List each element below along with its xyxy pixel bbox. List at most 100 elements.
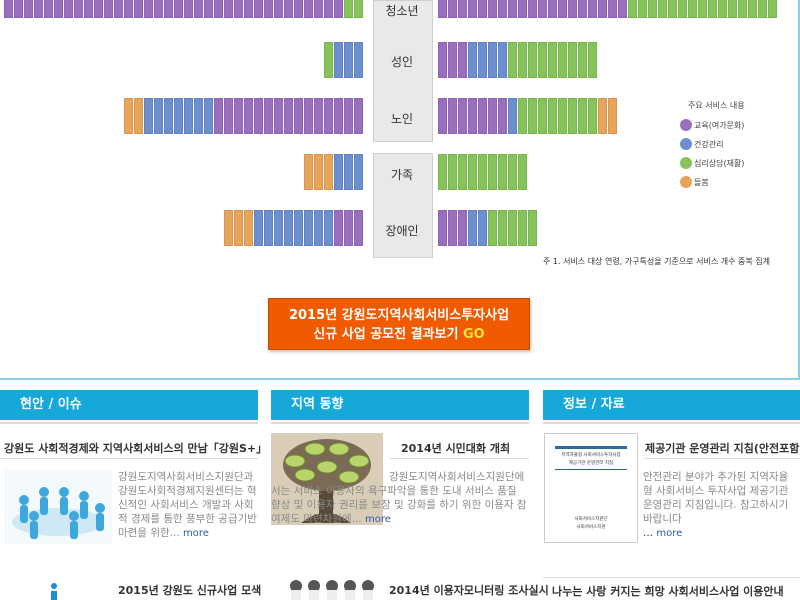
bar-segment: [458, 210, 467, 246]
bar-segment: [354, 154, 363, 190]
bar-segment: [194, 0, 203, 18]
bar-segment: [24, 0, 33, 18]
more-link[interactable]: more: [364, 514, 391, 525]
bar-left: [324, 42, 364, 78]
figures-image: [290, 580, 374, 600]
bar-segment: [314, 0, 323, 18]
bar-segment: [498, 210, 507, 246]
legend-title: 주요 서비스 내용: [688, 101, 745, 110]
bar-segment: [44, 0, 53, 18]
bar-segment: [578, 42, 587, 78]
bar-segment: [264, 98, 273, 134]
bar-segment: [508, 98, 517, 134]
bar-segment: [304, 98, 313, 134]
bar-segment: [518, 154, 527, 190]
bar-segment: [508, 0, 517, 18]
bar-segment: [254, 210, 263, 246]
bar-segment: [448, 42, 457, 78]
bar-segment: [578, 0, 587, 18]
issue-item2-title[interactable]: 2015년 강원도 신규사업 모색: [118, 584, 262, 597]
bar-segment: [598, 98, 607, 134]
bar-segment: [144, 0, 153, 18]
more-link[interactable]: more: [656, 528, 683, 539]
issue-item1-title[interactable]: 강원도 사회적경제와 지역사회서비스의 만남「강원S+」: [4, 442, 268, 455]
bar-segment: [154, 0, 163, 18]
bar-segment: [94, 0, 103, 18]
region-item2-title[interactable]: 2014년 이용자모니터링 조사실시: [389, 584, 549, 597]
bar-segment: [354, 98, 363, 134]
bar-segment: [124, 0, 133, 18]
bar-segment: [508, 210, 517, 246]
people-circle-image: [4, 470, 112, 544]
bar-segment: [244, 210, 253, 246]
bar-segment: [558, 0, 567, 18]
bar-segment: [324, 0, 333, 18]
info-item1-title[interactable]: 제공기관 운영관리 지침(안전포함): [645, 442, 800, 455]
bar-segment: [568, 98, 577, 134]
row-label-family: 가족: [390, 168, 414, 182]
more-link[interactable]: more: [183, 528, 209, 539]
bar-segment: [104, 0, 113, 18]
bar-segment: [588, 0, 597, 18]
tab-issue[interactable]: 현안 / 이슈: [0, 390, 258, 424]
bar-segment: [458, 42, 467, 78]
bar-segment: [498, 0, 507, 18]
bar-segment: [448, 210, 457, 246]
bar-segment: [324, 42, 333, 78]
label-box-group2: [373, 153, 433, 258]
bar-segment: [354, 0, 363, 18]
bar-segment: [738, 0, 747, 18]
row-label-youth: 청소년: [385, 4, 419, 18]
bar-segment: [274, 98, 283, 134]
bar-segment: [234, 98, 243, 134]
bar-segment: [274, 0, 283, 18]
bar-segment: [678, 0, 687, 18]
legend-dot-icon: [680, 138, 692, 150]
bar-segment: [214, 0, 223, 18]
bar-segment: [224, 98, 233, 134]
bar-segment: [224, 210, 233, 246]
tab-region[interactable]: 지역 동향: [271, 390, 529, 424]
bar-segment: [478, 210, 487, 246]
bar-segment: [608, 98, 617, 134]
bar-segment: [698, 0, 707, 18]
bar-segment: [518, 0, 527, 18]
guideline-doc-thumbnail: 지역자율형 사회서비스투자사업 제공기관 운영관리 지침 사회서비스지원단 사회…: [544, 433, 638, 543]
bar-segment: [334, 210, 343, 246]
tab-info[interactable]: 정보 / 자료: [543, 390, 800, 424]
bar-segment: [184, 0, 193, 18]
bar-left: [304, 154, 364, 190]
bar-segment: [174, 98, 183, 134]
bar-right: [438, 0, 778, 18]
bar-segment: [458, 0, 467, 18]
bar-segment: [748, 0, 757, 18]
doc-title-line1: 지역자율형 사회서비스투자사업: [561, 453, 621, 458]
bar-segment: [154, 98, 163, 134]
bar-segment: [768, 0, 777, 18]
bar-left: [124, 98, 364, 134]
bar-segment: [214, 98, 223, 134]
bar-segment: [588, 42, 597, 78]
contest-results-button[interactable]: 2015년 강원도지역사회서비스투자사업 신규 사업 공모전 결과보기 GO: [268, 298, 530, 350]
bar-segment: [538, 0, 547, 18]
chart-panel: 청소년 성인 노인 가족 장애인 주요 서비스 내용 교육(여가문화) 건강관리…: [0, 0, 800, 380]
bar-segment: [174, 0, 183, 18]
bar-right: [438, 42, 598, 78]
bar-segment: [334, 98, 343, 134]
bar-left: [224, 210, 364, 246]
bar-segment: [668, 0, 677, 18]
region-item1-title[interactable]: 2014년 시민대화 개최: [401, 442, 511, 455]
bar-segment: [518, 210, 527, 246]
bar-segment: [498, 42, 507, 78]
bar-segment: [468, 42, 477, 78]
bar-segment: [448, 154, 457, 190]
bar-segment: [548, 42, 557, 78]
bar-segment: [688, 0, 697, 18]
bar-segment: [568, 42, 577, 78]
bar-segment: [438, 210, 447, 246]
legend-dot-icon: [680, 119, 692, 131]
divider: [390, 458, 529, 459]
info-item2-title[interactable]: 나누는 사랑 커지는 희망 사회서비스사업 이용안내: [552, 585, 784, 598]
doc-org-line1: 사회서비스지원단: [574, 517, 608, 522]
bar-segment: [468, 0, 477, 18]
